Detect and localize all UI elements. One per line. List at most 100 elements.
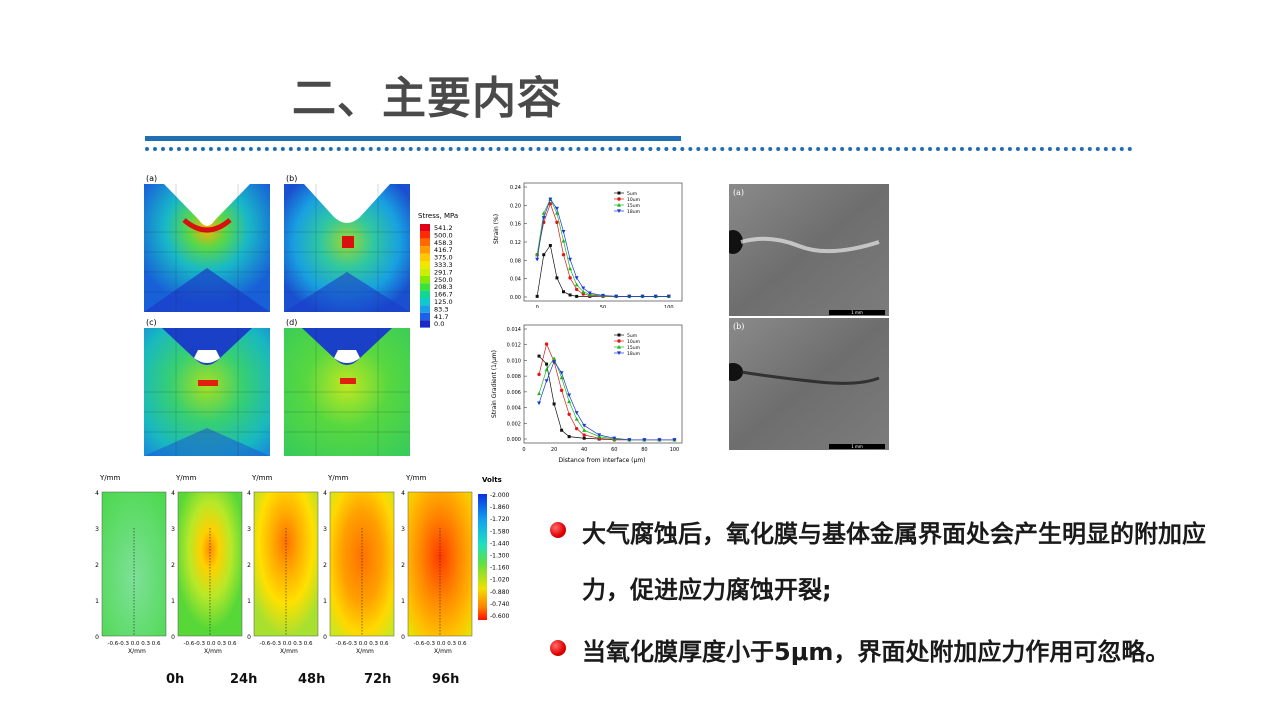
data-point (548, 197, 553, 202)
colorbar-tick: -0.880 (490, 589, 510, 596)
sem-image: (a) (b) 1 mm 1 mm (723, 184, 889, 450)
colorbar-tick: -1.160 (490, 565, 510, 572)
data-point (612, 436, 617, 441)
data-point (601, 293, 605, 298)
map-y-tick: 2 (401, 562, 405, 569)
data-point (574, 426, 579, 431)
bullet-list: 大气腐蚀后，氧化膜与基体金属界面处会产生明显的附加应力，促进应力腐蚀开裂; 当氧… (550, 506, 1250, 680)
map-ylabel: Y/mm (175, 474, 196, 482)
bullet-item: 大气腐蚀后，氧化膜与基体金属界面处会产生明显的附加应力，促进应力腐蚀开裂; (550, 506, 1250, 618)
colorbar-tick: -0.600 (490, 613, 510, 620)
fem-panel-c-label: (c) (146, 318, 157, 327)
data-point (567, 399, 572, 404)
y-tick-label: 0.04 (510, 277, 521, 283)
data-point (552, 402, 556, 406)
fem-legend-value: 333.3 (434, 261, 453, 269)
title-underline (145, 136, 681, 141)
y-tick-label: 0.00 (510, 295, 521, 301)
map-y-tick: 3 (323, 526, 327, 533)
fem-legend-swatch (420, 238, 430, 247)
time-label-48h: 48h (298, 672, 326, 687)
y-tick-label: 0.08 (510, 258, 521, 264)
y-tick-label: 0.010 (507, 358, 521, 364)
map-y-tick: 2 (323, 562, 327, 569)
y-tick-label: 0.12 (510, 240, 521, 246)
data-point (617, 209, 621, 213)
data-point (617, 203, 621, 207)
fem-legend-value: 458.3 (434, 239, 453, 247)
dotted-divider (145, 147, 1133, 151)
fem-legend-value: 83.3 (434, 305, 448, 313)
bullet-dot-icon (550, 522, 566, 538)
map-xlabel: X/mm (280, 648, 298, 655)
y-tick-label: 0.012 (507, 343, 521, 349)
bullet-text: 大气腐蚀后，氧化膜与基体金属界面处会产生明显的附加应力，促进应力腐蚀开裂; (582, 520, 1206, 604)
map-y-tick: 1 (247, 598, 251, 605)
data-point (535, 294, 539, 298)
data-point (617, 191, 621, 195)
map-xlabel: X/mm (204, 648, 222, 655)
data-point (575, 294, 579, 298)
map-y-tick: 0 (323, 634, 327, 641)
colorbar-title: Volts (482, 476, 502, 484)
data-point (657, 438, 662, 442)
map-y-tick: 4 (247, 490, 251, 497)
data-point (537, 354, 541, 358)
data-point (568, 293, 572, 297)
fem-legend-swatch (420, 290, 430, 298)
legend-label: 10um (627, 339, 640, 345)
fem-legend-swatch (420, 231, 430, 239)
colorbar (478, 494, 487, 620)
y-tick-label: 0.008 (507, 374, 521, 380)
page-title: 二、主要内容 (292, 73, 562, 124)
data-point (574, 276, 579, 280)
data-point (614, 294, 619, 299)
data-point (640, 294, 645, 299)
fem-stress-image: (a) (b) (c) (d) (144, 174, 458, 456)
fem-legend-swatch (420, 224, 430, 232)
fem-legend-swatch (420, 305, 430, 313)
data-point (548, 243, 552, 247)
data-point (627, 294, 632, 299)
fem-legend-swatch (420, 312, 430, 321)
fem-legend: 541.2500.0458.3416.7375.0333.3291.7250.0… (420, 224, 453, 328)
x-tick-label: 100 (664, 305, 674, 308)
map-y-tick: 0 (95, 634, 99, 641)
map-x-ticks: -0.6-0.3 0.0 0.3 0.6 (336, 641, 389, 647)
potential-maps: Y/mm 4 3 2 1 0 -0.6-0.3 0.0 0.3 0.6 X/mm Y/mm 4 3 2… (90, 470, 510, 660)
data-point (568, 266, 573, 271)
data-point (582, 433, 586, 437)
data-point (666, 294, 671, 299)
fem-legend-swatch (420, 268, 430, 276)
y-tick-label: 0.014 (507, 327, 521, 333)
map-ylabel: Y/mm (251, 474, 272, 482)
x-tick-label: 80 (641, 447, 647, 453)
legend-label: 5um (627, 191, 637, 197)
fem-legend-value: 0.0 (434, 320, 444, 328)
colorbar-tick: -1.300 (490, 553, 510, 560)
strain-chart: Strain (%) 0.24 0.20 0.16 0.12 0.08 0.04 0.00 … (490, 180, 686, 311)
x-tick-label: 0 (536, 305, 539, 308)
y-tick-label: 0.16 (510, 222, 521, 228)
fem-legend-swatch (420, 253, 430, 261)
data-point (597, 433, 602, 438)
time-label-96h: 96h (432, 672, 460, 687)
map-y-tick: 2 (247, 562, 251, 569)
data-point (653, 294, 658, 299)
map-y-tick: 1 (171, 598, 175, 605)
strain-chart-svg: Strain (%) 0.240.200.160.120.080.040.00 … (493, 182, 683, 311)
data-point (552, 356, 557, 361)
fem-stress-figure: (a) (b) (c) (d) (144, 172, 464, 460)
map-y-tick: 0 (171, 634, 175, 641)
data-point (574, 417, 579, 421)
fem-legend-value: 41.7 (434, 313, 448, 321)
fem-legend-swatch (420, 261, 430, 269)
data-point (544, 367, 549, 372)
data-point (574, 411, 579, 415)
data-point (562, 290, 565, 294)
sem-panel-b-label: (b) (733, 322, 744, 331)
data-point (561, 253, 566, 257)
map-xlabel: X/mm (434, 648, 452, 655)
fem-legend-value: 500.0 (434, 231, 453, 239)
